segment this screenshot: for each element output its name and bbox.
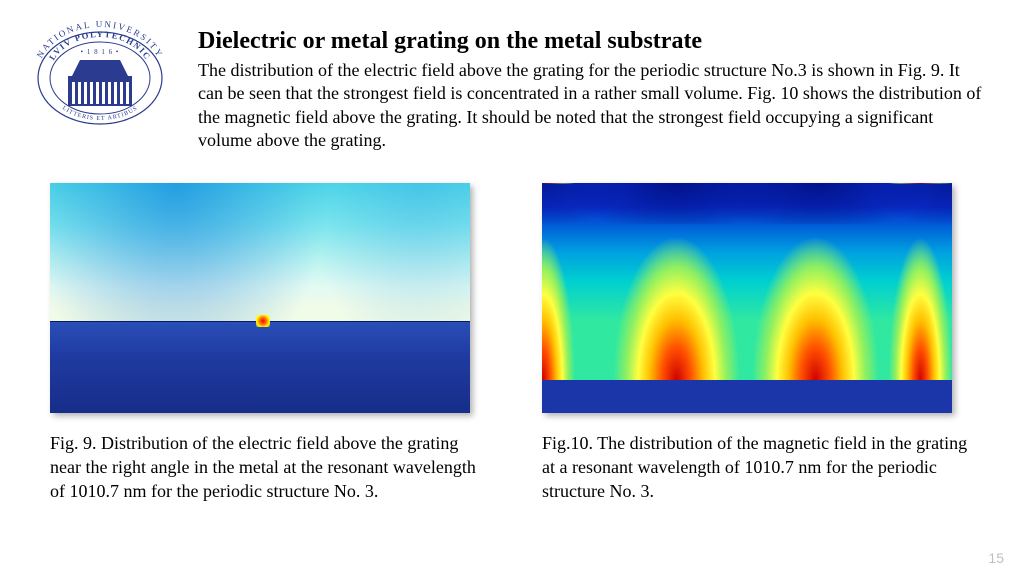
figure-9-image	[50, 183, 470, 413]
university-logo: NATIONAL UNIVERSITY LVIV POLYTECHNIC LIT…	[20, 20, 180, 130]
figure-10-image	[542, 183, 952, 413]
page-title: Dielectric or metal grating on the metal…	[198, 28, 984, 55]
logo-year: • 1 8 1 6 •	[81, 48, 120, 56]
page-number: 15	[988, 550, 1004, 566]
figure-9-caption: Fig. 9. Distribution of the electric fie…	[50, 431, 482, 504]
figure-10-caption: Fig.10. The distribution of the magnetic…	[542, 431, 974, 504]
body-paragraph: The distribution of the electric field a…	[198, 59, 984, 153]
